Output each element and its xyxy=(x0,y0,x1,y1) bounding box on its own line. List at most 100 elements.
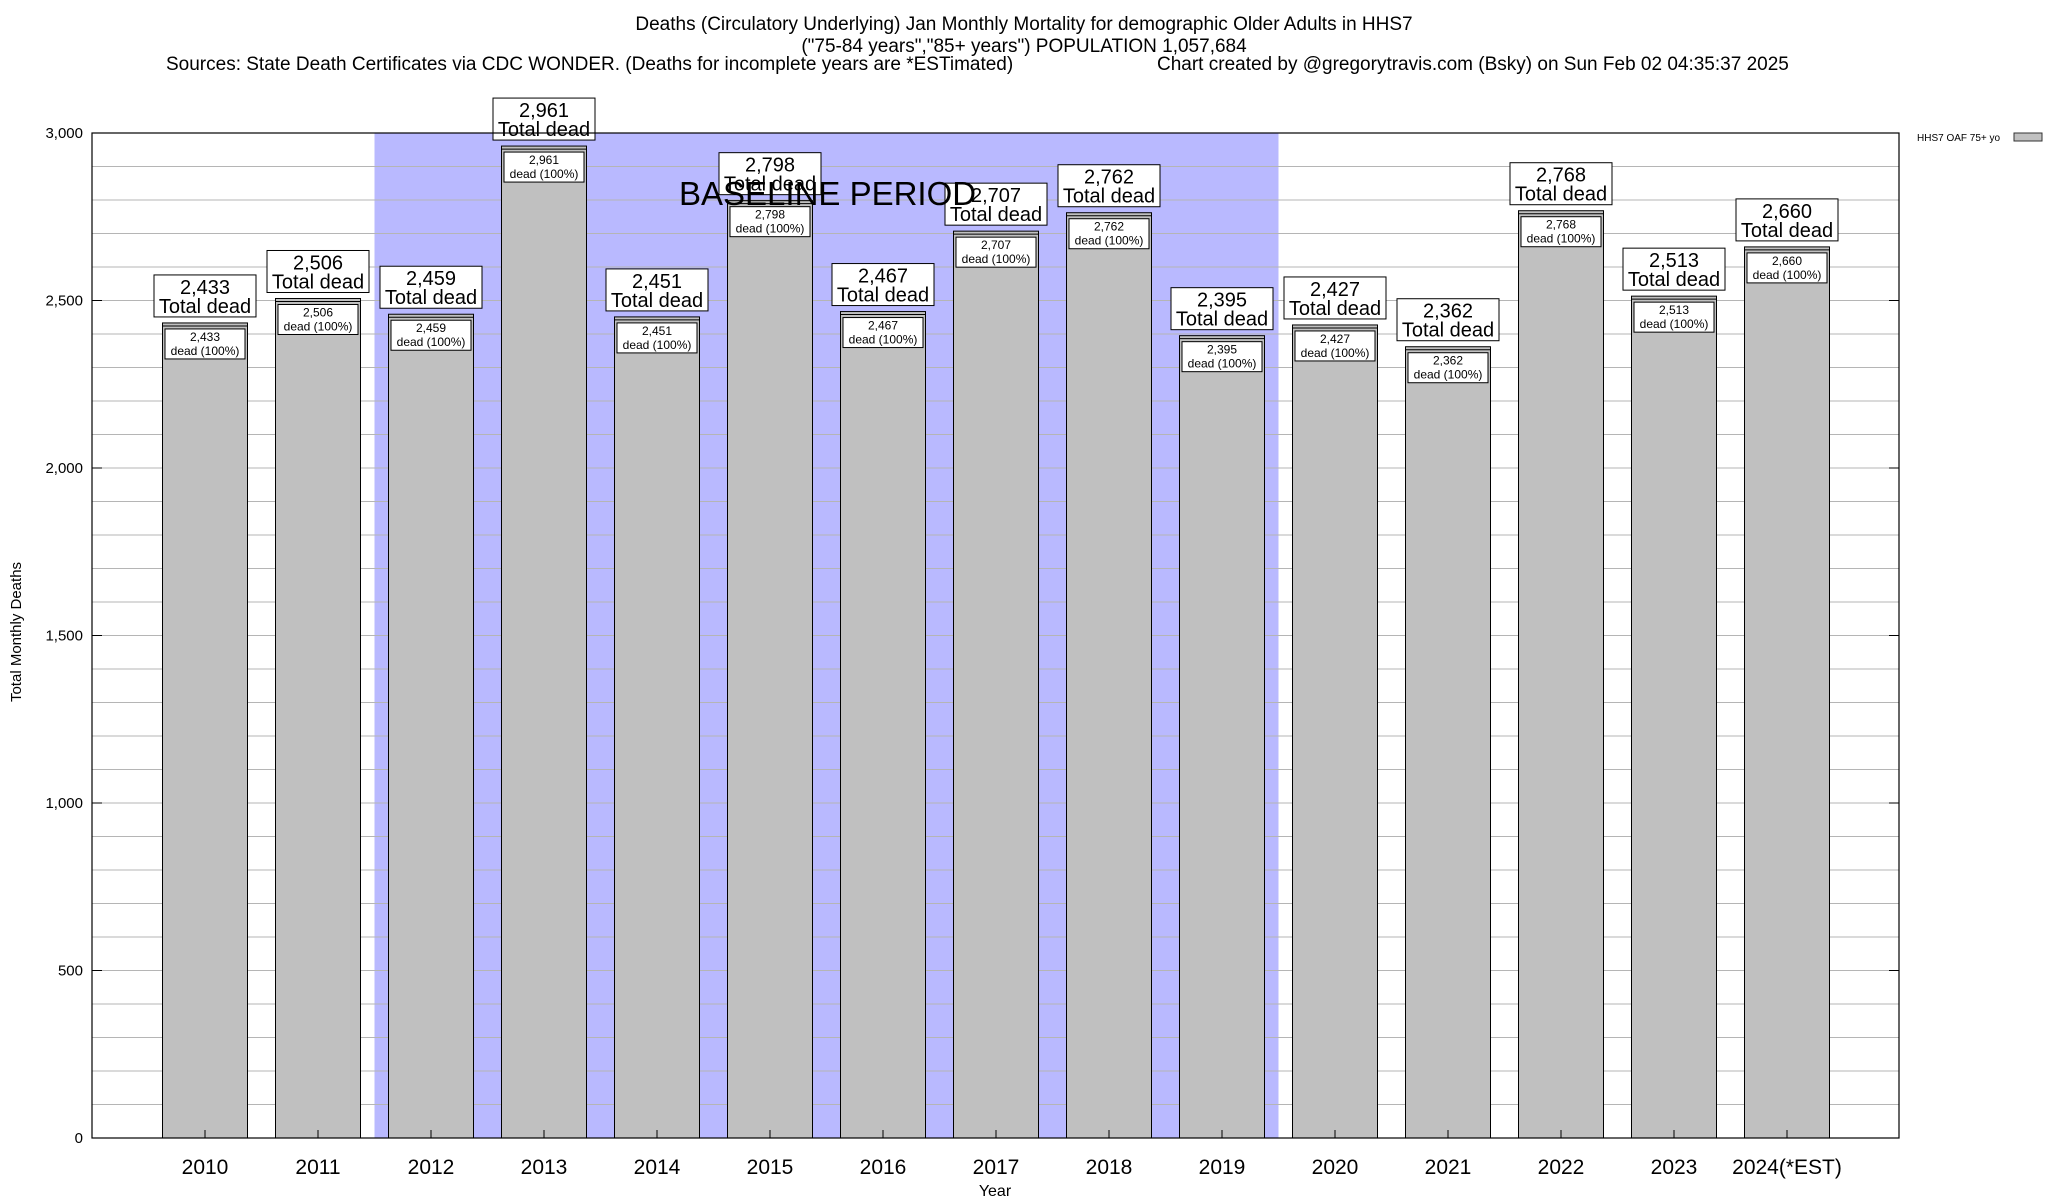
x-tick-label: 2018 xyxy=(1086,1156,1133,1179)
axes-layer: 2010 2011 2012 2013 2014 2015 2016 2017 2018 2019… xyxy=(45,125,1900,1179)
x-tick-label: 2014 xyxy=(634,1156,681,1179)
bar-2011 xyxy=(275,297,361,1139)
inner-label-box xyxy=(616,322,698,354)
x-tick-label: 2015 xyxy=(747,1156,794,1179)
inner-value-label: 2,961 xyxy=(529,153,559,167)
bar-2024(*EST) xyxy=(1744,246,1830,1139)
x-tick-label: 2023 xyxy=(1651,1156,1698,1179)
inner-label-box xyxy=(1294,330,1376,362)
inner-dead-label: dead (100%) xyxy=(962,252,1031,266)
inner-dead-label: dead (100%) xyxy=(849,333,918,347)
inner-dead-label: dead (100%) xyxy=(736,222,805,236)
total-value-label: 2,660 xyxy=(1762,201,1812,223)
y-axis-label: Total Monthly Deaths xyxy=(8,562,25,702)
total-label-box xyxy=(1057,164,1161,208)
inner-value-label: 2,433 xyxy=(190,330,220,344)
total-value-label: 2,459 xyxy=(406,268,456,290)
total-label-box xyxy=(718,152,822,196)
total-label-box xyxy=(1396,298,1500,342)
total-value-label: 2,762 xyxy=(1084,167,1134,189)
y-tick-label: 1,500 xyxy=(45,628,83,645)
total-label-box xyxy=(1509,162,1613,206)
total-label-box xyxy=(379,265,483,309)
chart-title: Deaths (Circulatory Underlying) Jan Mont… xyxy=(635,14,1413,35)
total-value-label: 2,768 xyxy=(1536,165,1586,187)
total-label-box xyxy=(1170,287,1274,331)
inner-dead-label: dead (100%) xyxy=(1414,368,1483,382)
inner-value-label: 2,660 xyxy=(1772,254,1802,268)
total-label-box xyxy=(944,182,1048,226)
inner-dead-label: dead (100%) xyxy=(1075,234,1144,248)
total-dead-label: Total dead xyxy=(272,271,364,293)
inner-value-label: 2,362 xyxy=(1433,354,1463,368)
total-value-label: 2,961 xyxy=(519,100,569,122)
bar-2010 xyxy=(162,322,248,1139)
inner-dead-label: dead (100%) xyxy=(1527,232,1596,246)
x-tick-label: 2024(*EST) xyxy=(1732,1156,1842,1179)
bar-2012 xyxy=(388,313,474,1139)
y-tick-label: 500 xyxy=(58,963,83,980)
x-tick-label: 2013 xyxy=(521,1156,568,1179)
total-value-label: 2,513 xyxy=(1649,250,1699,272)
x-tick-label: 2012 xyxy=(408,1156,455,1179)
x-axis-label: Year xyxy=(979,1183,1012,1200)
inner-value-label: 2,762 xyxy=(1094,220,1124,234)
total-dead-label: Total dead xyxy=(1063,186,1155,208)
inner-dead-label: dead (100%) xyxy=(284,319,353,333)
inner-label-box xyxy=(1407,352,1489,384)
chart-sources: Sources: State Death Certificates via CD… xyxy=(166,54,1014,75)
bar-2018 xyxy=(1066,212,1152,1139)
total-dead-label: Total dead xyxy=(1402,320,1494,342)
chart-titles: Deaths (Circulatory Underlying) Jan Mont… xyxy=(0,14,2048,58)
total-dead-label: Total dead xyxy=(1628,269,1720,291)
total-dead-label: Total dead xyxy=(385,287,477,309)
total-label-box xyxy=(831,263,935,307)
bars-layer xyxy=(162,145,1830,1139)
bar-2015 xyxy=(727,200,813,1139)
legend-swatch xyxy=(2013,132,2043,142)
total-label-box xyxy=(1622,247,1726,291)
inner-label-box xyxy=(729,206,811,238)
baseline-period-label: BASELINE PERIOD xyxy=(679,175,976,212)
inner-label-box xyxy=(1520,216,1602,248)
inner-label-box xyxy=(277,303,359,335)
x-tick-label: 2021 xyxy=(1425,1156,1472,1179)
inner-value-label: 2,459 xyxy=(416,321,446,335)
x-tick-label: 2010 xyxy=(182,1156,229,1179)
total-value-label: 2,427 xyxy=(1310,279,1360,301)
inner-dead-label: dead (100%) xyxy=(1301,346,1370,360)
total-dead-label: Total dead xyxy=(837,285,929,307)
inner-dead-label: dead (100%) xyxy=(1640,317,1709,331)
inner-value-label: 2,768 xyxy=(1546,218,1576,232)
x-tick-label: 2017 xyxy=(973,1156,1020,1179)
inner-label-box xyxy=(1633,301,1715,333)
x-tick-label: 2011 xyxy=(295,1156,340,1179)
total-dead-label: Total dead xyxy=(1515,184,1607,206)
bar-2019 xyxy=(1179,335,1265,1139)
inner-value-label: 2,707 xyxy=(981,238,1011,252)
bar-2020 xyxy=(1292,324,1378,1139)
y-tick-label: 2,500 xyxy=(45,293,83,310)
legend-label: HHS7 OAF 75+ yo xyxy=(1917,133,2001,144)
inner-dead-label: dead (100%) xyxy=(623,338,692,352)
inner-label-box xyxy=(1746,252,1828,284)
x-tick-label: 2020 xyxy=(1312,1156,1359,1179)
legend: HHS7 OAF 75+ yo xyxy=(1917,132,2043,144)
total-value-label: 2,707 xyxy=(971,185,1021,207)
inner-label-box xyxy=(842,317,924,349)
total-dead-label: Total dead xyxy=(159,296,251,318)
total-dead-label: Total dead xyxy=(724,174,816,196)
inner-value-label: 2,427 xyxy=(1320,332,1350,346)
inner-dead-label: dead (100%) xyxy=(1753,268,1822,282)
x-tick-label: 2022 xyxy=(1538,1156,1585,1179)
total-value-label: 2,467 xyxy=(858,266,908,288)
inner-dead-label: dead (100%) xyxy=(171,344,240,358)
total-dead-label: Total dead xyxy=(611,290,703,312)
y-tick-label: 1,000 xyxy=(45,795,83,812)
inner-value-label: 2,506 xyxy=(303,305,333,319)
inner-value-label: 2,513 xyxy=(1659,303,1689,317)
inner-label-box xyxy=(955,236,1037,268)
total-value-label: 2,798 xyxy=(745,155,795,177)
